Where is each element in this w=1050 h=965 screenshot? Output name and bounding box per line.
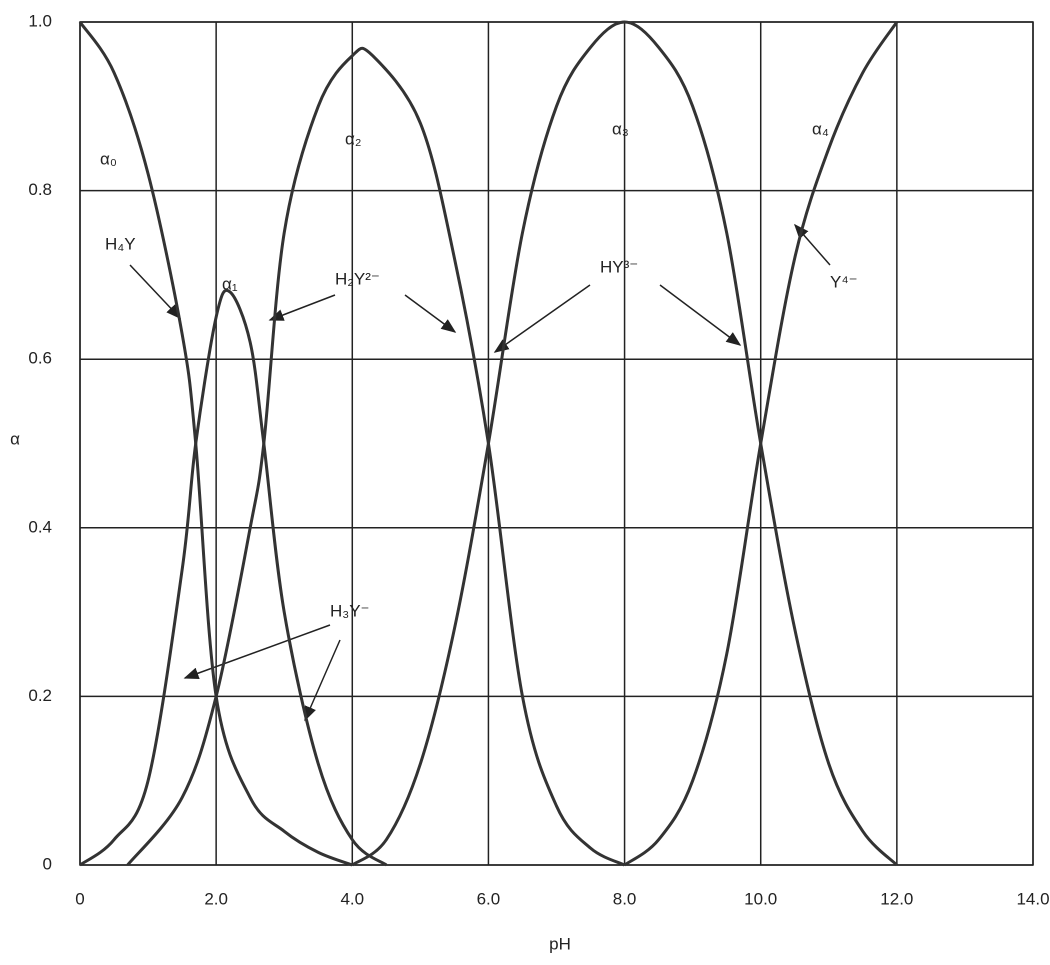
annotation: Y⁴⁻ bbox=[830, 272, 858, 291]
series-line bbox=[128, 48, 625, 865]
annotation: HY³⁻ bbox=[600, 257, 638, 276]
x-tick-label: 4.0 bbox=[340, 889, 364, 908]
plot-frame bbox=[80, 22, 1033, 865]
y-tick-label: 0.4 bbox=[28, 517, 52, 536]
series-line bbox=[80, 290, 386, 865]
x-tick-label: 6.0 bbox=[477, 889, 501, 908]
curve-label: α₃ bbox=[612, 119, 629, 138]
x-axis-title: pH bbox=[549, 934, 571, 953]
y-tick-label: 0.2 bbox=[28, 686, 52, 705]
y-tick-label: 1.0 bbox=[28, 11, 52, 30]
x-tick-label: 10.0 bbox=[744, 889, 777, 908]
curve-label: α₂ bbox=[345, 129, 361, 148]
y-axis-title: α bbox=[10, 429, 20, 448]
chart: pH α 0 2.0 4.0 6.0 8.0 10.0 12.0 14.0 0 0.2 0.4 0.6… bbox=[0, 0, 1050, 960]
curve-label: α₁ bbox=[222, 274, 238, 293]
y-tick-label: 0.6 bbox=[28, 349, 52, 368]
curve-label: α₀ bbox=[100, 149, 117, 168]
x-tick-label: 14.0 bbox=[1016, 889, 1049, 908]
annotation: H₂Y²⁻ bbox=[335, 269, 380, 288]
curve-label: α₄ bbox=[812, 119, 829, 138]
x-tick-label: 0 bbox=[75, 889, 84, 908]
y-tick-label: 0 bbox=[43, 854, 52, 873]
x-tick-label: 12.0 bbox=[880, 889, 913, 908]
annotation: H₄Y bbox=[105, 234, 136, 253]
x-tick-label: 8.0 bbox=[613, 889, 637, 908]
x-tick-label: 2.0 bbox=[204, 889, 228, 908]
y-tick-label: 0.8 bbox=[28, 180, 52, 199]
annotation: H₃Y⁻ bbox=[330, 601, 370, 620]
